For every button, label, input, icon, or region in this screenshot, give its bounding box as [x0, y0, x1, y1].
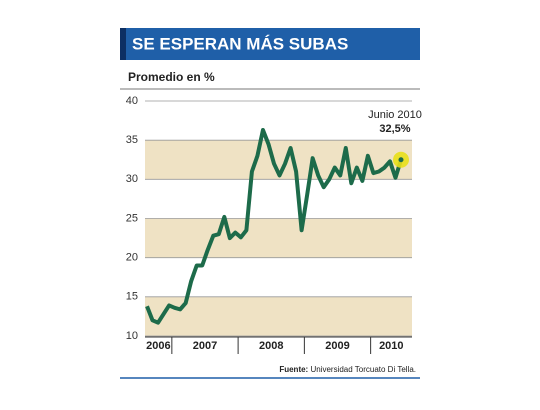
y-tick-label: 15	[126, 291, 138, 303]
source: Fuente: Universidad Torcuato Di Tella.	[279, 365, 416, 374]
source-text: Universidad Torcuato Di Tella.	[310, 365, 416, 374]
title-banner	[120, 28, 420, 60]
end-point	[398, 157, 404, 163]
y-tick-label: 25	[126, 212, 138, 224]
x-axis-bar	[145, 337, 412, 354]
source-label: Fuente:	[279, 365, 308, 374]
value-label: 32,5%	[379, 123, 410, 135]
subtitle: Promedio en %	[128, 70, 215, 84]
y-tick-label: 35	[126, 134, 138, 146]
x-tick-label: 2009	[325, 340, 349, 352]
y-tick-label: 40	[126, 95, 138, 107]
x-tick-label: 2008	[259, 340, 283, 352]
chart-title: SE ESPERAN MÁS SUBAS	[132, 34, 348, 53]
title-accent	[120, 28, 126, 60]
x-tick-label: 2006	[146, 340, 170, 352]
band	[145, 218, 412, 258]
annotation: Junio 2010	[368, 109, 422, 121]
y-tick-label: 10	[126, 330, 138, 342]
y-tick-label: 30	[126, 173, 138, 185]
band	[145, 296, 412, 336]
y-tick-label: 20	[126, 252, 138, 264]
line	[145, 127, 403, 325]
x-tick-label: 2010	[379, 340, 403, 352]
x-tick-label: 2007	[193, 340, 217, 352]
